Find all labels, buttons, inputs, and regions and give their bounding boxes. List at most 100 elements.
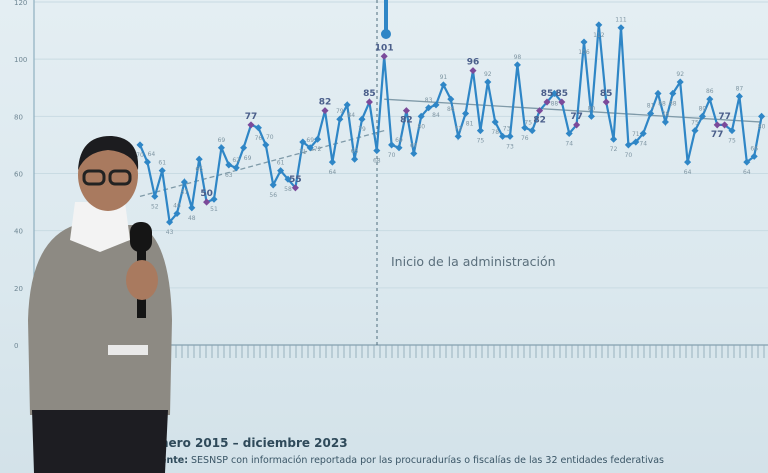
data-label: 85 <box>556 89 569 99</box>
data-point <box>647 109 655 118</box>
data-point <box>469 67 477 75</box>
data-label: 73 <box>506 143 514 150</box>
data-point <box>151 192 159 200</box>
data-point <box>617 24 625 32</box>
data-label: 82 <box>400 116 413 126</box>
data-label: 77 <box>711 130 724 140</box>
source-text: SESNSP con información reportada por las… <box>188 455 664 466</box>
data-label: 51 <box>210 206 218 213</box>
data-point <box>262 141 270 149</box>
source-label: ente: <box>160 455 188 466</box>
data-point <box>721 121 729 129</box>
data-label: 76 <box>255 135 263 142</box>
data-point <box>410 149 418 158</box>
data-point <box>743 158 751 166</box>
data-point <box>758 112 766 120</box>
data-label: 69 <box>244 155 252 162</box>
data-point <box>380 52 388 60</box>
data-label: 88 <box>658 100 666 107</box>
data-point <box>217 144 225 152</box>
data-point <box>203 198 211 206</box>
data-point <box>136 141 144 149</box>
data-point <box>328 158 336 166</box>
data-point <box>388 141 396 149</box>
administration-start-annotation: Inicio de la administración <box>391 254 556 270</box>
data-label: 71 <box>632 131 640 138</box>
data-point <box>580 38 588 46</box>
data-point <box>462 109 470 118</box>
data-label: 70 <box>625 152 633 159</box>
data-point <box>447 95 455 103</box>
y-tick-label: 80 <box>14 113 23 121</box>
data-point <box>587 112 595 120</box>
data-label: 55 <box>289 175 302 185</box>
data-point <box>735 92 743 100</box>
data-label: 43 <box>166 229 174 236</box>
data-label: 61 <box>158 160 166 167</box>
data-point <box>491 118 499 126</box>
data-label: 112 <box>593 32 605 39</box>
data-label: 78 <box>662 111 670 118</box>
data-label: 75 <box>524 120 532 127</box>
data-point <box>632 138 640 146</box>
data-label: 79 <box>358 126 366 133</box>
data-point <box>506 132 514 140</box>
data-point <box>706 95 714 103</box>
data-label: 111 <box>615 17 627 24</box>
data-point <box>528 127 536 135</box>
data-point <box>240 144 248 152</box>
data-label: 66 <box>750 145 758 152</box>
data-label: 87 <box>736 85 744 92</box>
data-point <box>602 98 610 106</box>
data-point <box>269 181 277 189</box>
data-point <box>291 184 299 192</box>
data-point <box>336 115 344 123</box>
data-point <box>728 127 736 135</box>
data-label: 64 <box>743 169 751 176</box>
data-point <box>684 158 692 166</box>
marker-dot <box>381 29 391 39</box>
data-point <box>158 167 166 175</box>
data-label: 84 <box>432 112 440 119</box>
data-point <box>550 89 558 98</box>
trend-line <box>384 98 762 123</box>
data-label: 81 <box>466 120 474 127</box>
data-point <box>476 127 484 135</box>
data-point <box>232 164 240 172</box>
data-label: 56 <box>269 192 277 199</box>
data-label: 88 <box>669 100 677 107</box>
data-label: 65 <box>195 166 203 173</box>
data-label: 74 <box>639 140 647 147</box>
data-label: 83 <box>425 97 433 104</box>
data-point <box>432 101 440 109</box>
y-tick-label: 40 <box>14 228 23 236</box>
data-label: 48 <box>188 215 196 222</box>
data-point <box>639 129 647 138</box>
data-point <box>565 129 573 138</box>
data-label: 92 <box>676 71 684 78</box>
data-point <box>573 121 581 129</box>
series-line <box>138 24 763 225</box>
trend-line <box>139 129 385 197</box>
data-label: 70 <box>388 152 396 159</box>
data-label: 50 <box>200 189 213 199</box>
data-point <box>365 98 373 106</box>
data-point <box>277 167 285 175</box>
data-point <box>166 218 174 226</box>
data-point <box>610 135 618 143</box>
data-label: 81 <box>647 102 655 109</box>
data-label: 70 <box>266 134 274 141</box>
data-point <box>691 127 699 135</box>
data-label: 84 <box>347 112 355 119</box>
data-point <box>558 98 566 106</box>
data-label: 82 <box>319 98 332 108</box>
data-label: 76 <box>521 135 529 142</box>
data-point <box>543 98 551 106</box>
data-point <box>624 141 632 149</box>
data-label: 80 <box>417 123 425 130</box>
data-label: 75 <box>477 138 485 145</box>
data-point <box>284 175 292 183</box>
y-tick-label: 20 <box>14 285 23 293</box>
data-label: 68 <box>373 158 381 165</box>
